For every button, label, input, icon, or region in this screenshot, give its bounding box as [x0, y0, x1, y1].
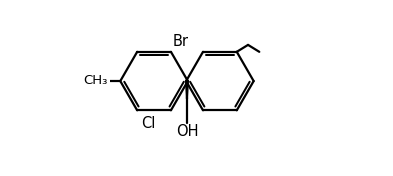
Text: OH: OH [176, 124, 199, 139]
Text: Br: Br [173, 34, 189, 49]
Text: CH₃: CH₃ [83, 74, 107, 87]
Text: Cl: Cl [141, 115, 156, 131]
